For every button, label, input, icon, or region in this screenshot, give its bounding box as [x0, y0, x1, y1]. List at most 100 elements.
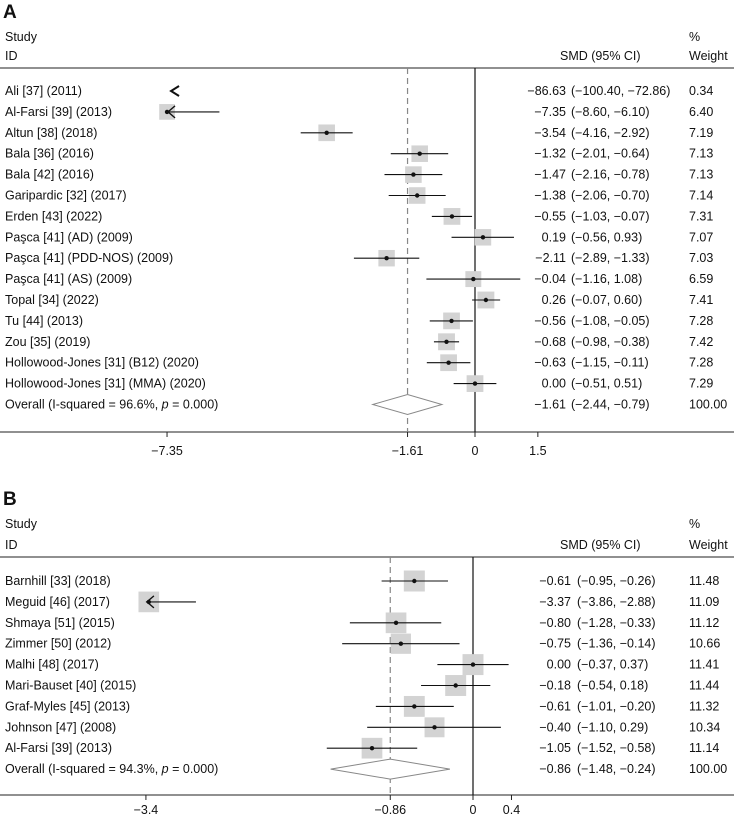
- panel-b-estimate-value: −1.05: [539, 741, 571, 755]
- panel-a-ci-value: (−0.56, 0.93): [571, 230, 642, 244]
- panel-b-estimate-value: 0.00: [547, 658, 571, 672]
- panel-a-overall-ci: (−2.44, −0.79): [571, 398, 650, 412]
- panel-b-weight-value: 11.14: [689, 741, 719, 755]
- panel-a-study-label: Erden [43] (2022): [5, 209, 102, 223]
- panel-a-weight-value: 7.13: [689, 168, 713, 182]
- panel-a-ci-value: (−1.03, −0.07): [571, 209, 650, 223]
- panel-a-weight-value: 7.13: [689, 147, 713, 161]
- panel-a-estimate-value: −3.54: [534, 126, 566, 140]
- panel-b-estimate-value: −0.18: [539, 679, 571, 693]
- panel-a-weight-value: 7.07: [689, 230, 713, 244]
- panel-a-study-label: Garipardic [32] (2017): [5, 189, 127, 203]
- panel-b-study-label: Graf-Myles [45] (2013): [5, 699, 130, 713]
- panel-b-point-estimate: [398, 641, 404, 646]
- panel-b-weight-value: 11.09: [689, 595, 719, 609]
- panel-b-estimate-value: −0.61: [539, 574, 571, 588]
- panel-b-overall-weight: 100.00: [689, 762, 727, 776]
- panel-a-ci-value: (−0.51, 0.51): [571, 377, 642, 391]
- panel-a-weight-value: 6.59: [689, 272, 713, 286]
- panel-b-overall-label: Overall (I-squared = 94.3%, p = 0.000): [5, 762, 218, 776]
- panel-a-ci-value: (−2.01, −0.64): [571, 147, 650, 161]
- panel-b-ci-value: (−0.37, 0.37): [577, 658, 648, 672]
- panel-a-point-estimate: [384, 256, 389, 261]
- panel-b-weight-value: 11.41: [689, 658, 719, 672]
- panel-a-weight-value: 7.29: [689, 377, 713, 391]
- panel-a-study-label: Hollowood-Jones [31] (B12) (2020): [5, 356, 199, 370]
- panel-a-header-percent: %: [689, 30, 700, 44]
- panel-a-study-label: Paşca [41] (PDD-NOS) (2009): [5, 251, 173, 265]
- panel-b-point-estimate: [369, 746, 375, 751]
- panel-b-study-label: Meguid [46] (2017): [5, 595, 110, 609]
- panel-b-study-label: Shmaya [51] (2015): [5, 616, 115, 630]
- panel-a-point-estimate: [480, 235, 486, 240]
- panel-b-header-weight: Weight: [689, 538, 728, 552]
- panel-b-point-estimate: [393, 620, 399, 625]
- panel-a-study-label: Paşca [41] (AS) (2009): [5, 272, 132, 286]
- panel-a-x-tick-label: −1.61: [392, 444, 424, 458]
- panel-b-ci-value: (−1.52, −0.58): [577, 741, 656, 755]
- panel-a-ci-value: (−1.16, 1.08): [571, 272, 642, 286]
- panel-label-a: A: [3, 2, 17, 23]
- panel-b-ci-value: (−1.01, −0.20): [577, 699, 656, 713]
- panel-a-study-label: Bala [36] (2016): [5, 147, 94, 161]
- panel-b-point-estimate: [146, 599, 152, 605]
- panel-a-ci-value: (−1.15, −0.11): [571, 356, 649, 370]
- panel-b-point-estimate: [432, 725, 437, 730]
- panel-a-overall-estimate: −1.61: [534, 398, 566, 412]
- panel-a-study-label: Tu [44] (2013): [5, 314, 83, 328]
- panel-b-x-tick-label: −0.86: [374, 803, 406, 817]
- panel-a-weight-value: 7.14: [689, 189, 713, 203]
- panel-a-estimate-value: −0.04: [534, 272, 566, 286]
- panel-a-point-estimate: [449, 214, 455, 219]
- panel-a-ci-value: (−1.08, −0.05): [571, 314, 650, 328]
- panel-a-weight-value: 7.19: [689, 126, 713, 140]
- panel-b-weight-value: 10.66: [689, 637, 720, 651]
- panel-b-point-estimate: [470, 662, 476, 667]
- panel-a-header-smd: SMD (95% CI): [560, 49, 641, 63]
- panel-b-ci-value: (−1.36, −0.14): [577, 637, 656, 651]
- panel-a-point-estimate: [324, 130, 329, 135]
- panel-a-weight-value: 7.42: [689, 335, 713, 349]
- panel-a-overall-weight: 100.00: [689, 398, 727, 412]
- panel-a-weight-value: 7.28: [689, 356, 713, 370]
- panel-a-study-label: Altun [38] (2018): [5, 126, 97, 140]
- panel-a-estimate-value: −0.56: [534, 314, 566, 328]
- panel-b-header-study: Study: [5, 517, 38, 531]
- panel-a-estimate-value: −2.11: [535, 251, 566, 265]
- panel-b-weight-value: 11.44: [689, 679, 719, 693]
- panel-b-study-label: Zimmer [50] (2012): [5, 637, 111, 651]
- panel-a-study-label: Ali [37] (2011): [5, 84, 82, 98]
- panel-b-ci-value: (−3.86, −2.88): [577, 595, 656, 609]
- panel-a-study-label: Hollowood-Jones [31] (MMA) (2020): [5, 377, 206, 391]
- panel-a-ci-value: (−2.06, −0.70): [571, 189, 650, 203]
- panel-b-ci-value: (−0.54, 0.18): [577, 679, 648, 693]
- panel-b-study-label: Malhi [48] (2017): [5, 658, 99, 672]
- panel-a-weight-value: 0.34: [689, 84, 713, 98]
- panel-b-weight-value: 11.12: [689, 616, 719, 630]
- panel-b-point-estimate: [412, 704, 417, 709]
- panel-a-estimate-value: −86.63: [527, 84, 566, 98]
- panel-a-point-estimate: [446, 360, 451, 365]
- panel-a-point-estimate: [444, 339, 449, 344]
- panel-a-estimate-value: −1.32: [534, 147, 566, 161]
- panel-b-study-label: Al-Farsi [39] (2013): [5, 741, 112, 755]
- panel-b-estimate-value: −0.80: [539, 616, 571, 630]
- panel-b-estimate-value: −0.61: [539, 699, 571, 713]
- panel-b-header-smd: SMD (95% CI): [560, 538, 641, 552]
- panel-a-weight-value: 7.31: [689, 209, 713, 223]
- panel-a-estimate-value: −7.35: [534, 105, 566, 119]
- panel-b-overall-diamond: [330, 758, 450, 780]
- panel-a-study-label: Al-Farsi [39] (2013): [5, 105, 112, 119]
- panel-a-header-id: ID: [5, 49, 18, 63]
- panel-b-header-id: ID: [5, 538, 18, 552]
- panel-a-weight-value: 7.41: [689, 293, 713, 307]
- panel-a-ci-value: (−0.07, 0.60): [571, 293, 642, 307]
- panel-a-weight-value: 7.03: [689, 251, 713, 265]
- panel-b-overall-ci: (−1.48, −0.24): [577, 762, 656, 776]
- panel-a-x-tick-label: −7.35: [151, 444, 183, 458]
- panel-a-study-label: Topal [34] (2022): [5, 293, 99, 307]
- panel-a-estimate-value: −0.63: [534, 356, 566, 370]
- panel-a-ci-value: (−8.60, −6.10): [571, 105, 650, 119]
- panel-a-ci-value: (−100.40, −72.86): [571, 84, 670, 98]
- panel-a-x-tick-label: 1.5: [529, 444, 546, 458]
